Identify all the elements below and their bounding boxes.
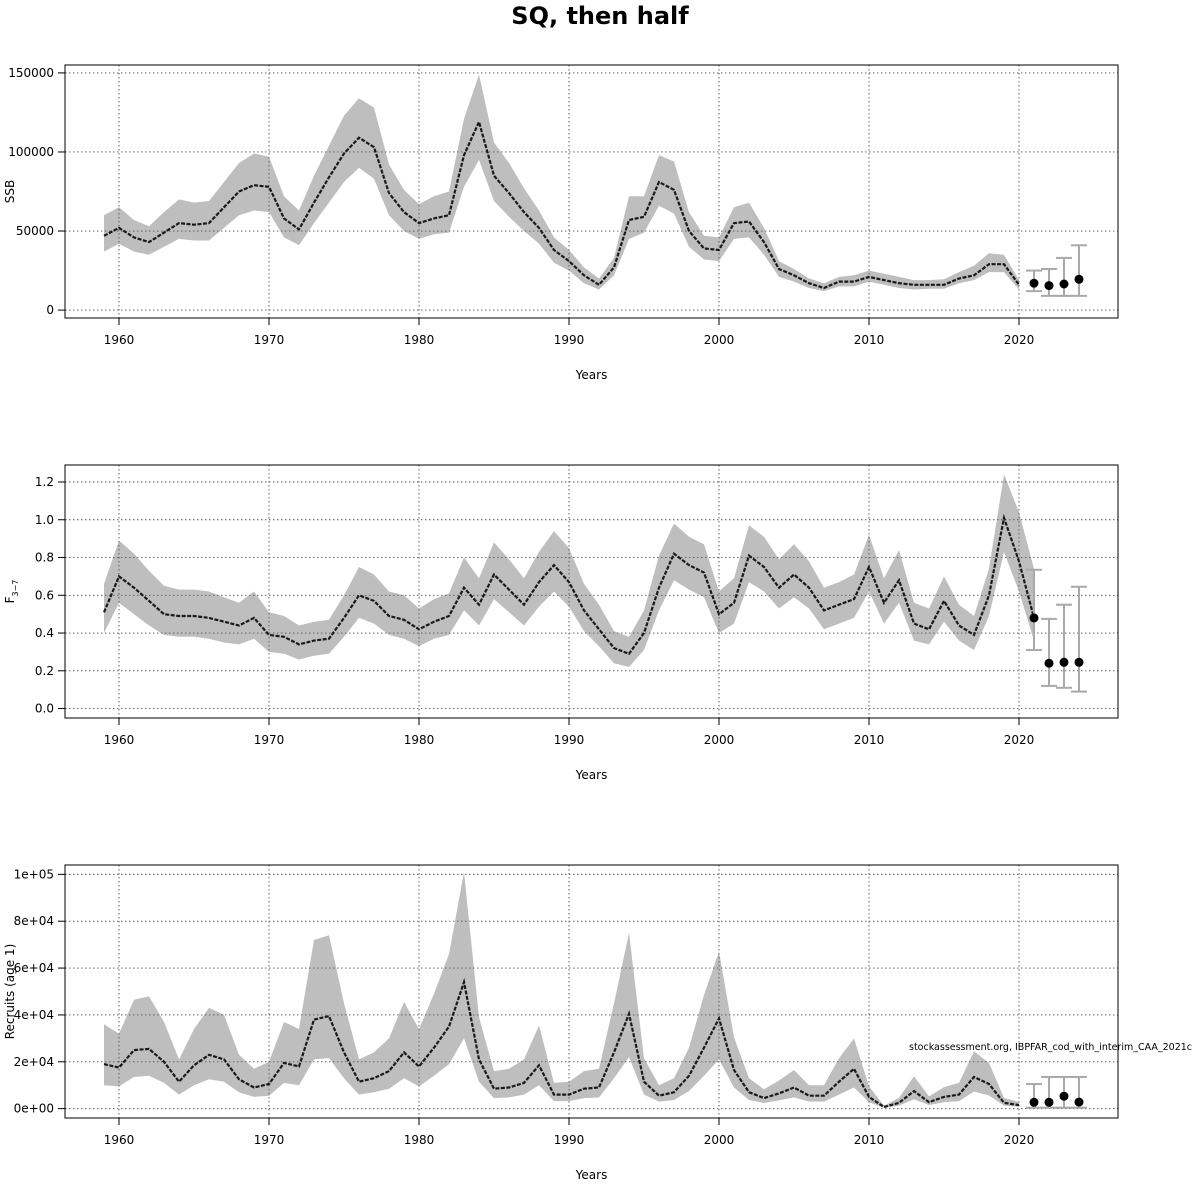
recruits-xtick-label: 1960: [104, 1133, 135, 1147]
recruits-xtick-label: 1990: [554, 1133, 585, 1147]
ssb-ytick-label: 50000: [16, 224, 54, 238]
f-ylabel: F3−7: [3, 580, 20, 604]
f-ylabel-subscript: 3−7: [11, 580, 20, 597]
ssb-xtick-label: 1960: [104, 333, 135, 347]
recruits-forecast-point: [1044, 1097, 1054, 1107]
ssb-estimate-line: [103, 118, 1020, 290]
ssb-xtick-label: 1990: [554, 333, 585, 347]
f-xtick-label: 2010: [854, 733, 885, 747]
recruits-xlabel: Years: [575, 1168, 608, 1182]
f-confidence-band: [104, 474, 1034, 667]
f-xtick-label: 2020: [1004, 733, 1035, 747]
f-xtick-label: 1970: [254, 733, 285, 747]
recruits-xtick-label: 1970: [254, 1133, 285, 1147]
ssb-forecast-errorbar: [1056, 256, 1072, 297]
ssb-xtick-label: 2000: [704, 333, 735, 347]
recruits-ytick-label: 0e+00: [14, 1102, 54, 1116]
recruits-xtick-label: 2000: [704, 1133, 735, 1147]
recruits-ytick-label: 8e+04: [14, 914, 54, 928]
f-forecast-point: [1029, 613, 1039, 623]
ssb-xtick-label: 1970: [254, 333, 285, 347]
f-xtick-label: 1990: [554, 733, 585, 747]
recruits-ytick-label: 1e+05: [14, 867, 54, 881]
ssb-ylabel: SSB: [3, 180, 17, 203]
recruits-xtick-label: 2020: [1004, 1133, 1035, 1147]
f-xtick-label: 1980: [404, 733, 435, 747]
ssb-forecast-point: [1044, 281, 1054, 291]
ssb-forecast-point: [1059, 279, 1069, 289]
f-forecast-point: [1074, 657, 1084, 667]
ssb-confidence-band: [104, 74, 1019, 292]
recruits-ytick-label: 2e+04: [14, 1055, 54, 1069]
recruits-forecast-point: [1059, 1091, 1069, 1101]
ssb-panel: 1960 1970 1980 1990 2000 2010 2020 0 50000 100000…: [3, 64, 1119, 382]
ssb-xtick-label: 2020: [1004, 333, 1035, 347]
f-xtick-label: 1960: [104, 733, 135, 747]
f-forecast-errorbar: [1026, 568, 1042, 652]
recruits-ylabel: Recruits (age 1): [3, 944, 17, 1040]
recruits-xtick-label: 1980: [404, 1133, 435, 1147]
ssb-forecast-errorbar: [1071, 244, 1087, 297]
recruits-forecast-point: [1074, 1097, 1084, 1107]
ssb-xtick-label: 2010: [854, 333, 885, 347]
ssb-forecast-point: [1029, 278, 1039, 288]
recruits-panel: 1960 1970 1980 1990 2000 2010 2020 0e+00 2e+04 4e…: [3, 864, 1119, 1182]
ssb-xlabel: Years: [575, 368, 608, 382]
recruits-forecast-point: [1029, 1097, 1039, 1107]
f-forecast-errorbar: [1071, 585, 1087, 693]
source-note: stockassessment.org, IBPFAR_cod_with_int…: [909, 1042, 1192, 1053]
f-ytick-label: 0.2: [35, 664, 54, 678]
chart-title: SQ, then half: [511, 2, 689, 30]
f-ylabel-main: F: [3, 596, 17, 603]
ssb-plot-frame: [64, 64, 1119, 319]
recruits-estimate-line: [103, 977, 1020, 1109]
f-forecast-point: [1044, 658, 1054, 668]
fishing-mortality-panel: 1960 1970 1980 1990 2000 2010 2020 0.0 0.2 0.4 0.6…: [3, 464, 1119, 782]
ssb-xtick-label: 1980: [404, 333, 435, 347]
f-ytick-label: 0.4: [35, 626, 54, 640]
recruits-ytick-label: 6e+04: [14, 961, 54, 975]
recruits-plot-frame: [64, 864, 1119, 1119]
ssb-ytick-label: 150000: [8, 66, 54, 80]
f-ytick-label: 0.8: [35, 551, 54, 565]
recruits-confidence-band: [104, 872, 1019, 1108]
f-xlabel: Years: [575, 768, 608, 782]
f-estimate-line: [102, 513, 1036, 656]
f-plot-frame: [64, 464, 1119, 719]
f-ytick-label: 0.6: [35, 588, 54, 602]
ssb-ytick-label: 100000: [8, 145, 54, 159]
f-ytick-label: 1.0: [35, 513, 54, 527]
f-ytick-label: 0.0: [35, 702, 54, 716]
recruits-ytick-label: 4e+04: [14, 1008, 54, 1022]
f-ytick-label: 1.2: [35, 475, 54, 489]
ssb-forecast-point: [1074, 274, 1084, 284]
f-xtick-label: 2000: [704, 733, 735, 747]
f-forecast-errorbar: [1041, 617, 1057, 687]
ssb-ytick-label: 0: [46, 303, 54, 317]
f-forecast-point: [1059, 657, 1069, 667]
recruits-xtick-label: 2010: [854, 1133, 885, 1147]
f-forecast-errorbar: [1056, 603, 1072, 689]
